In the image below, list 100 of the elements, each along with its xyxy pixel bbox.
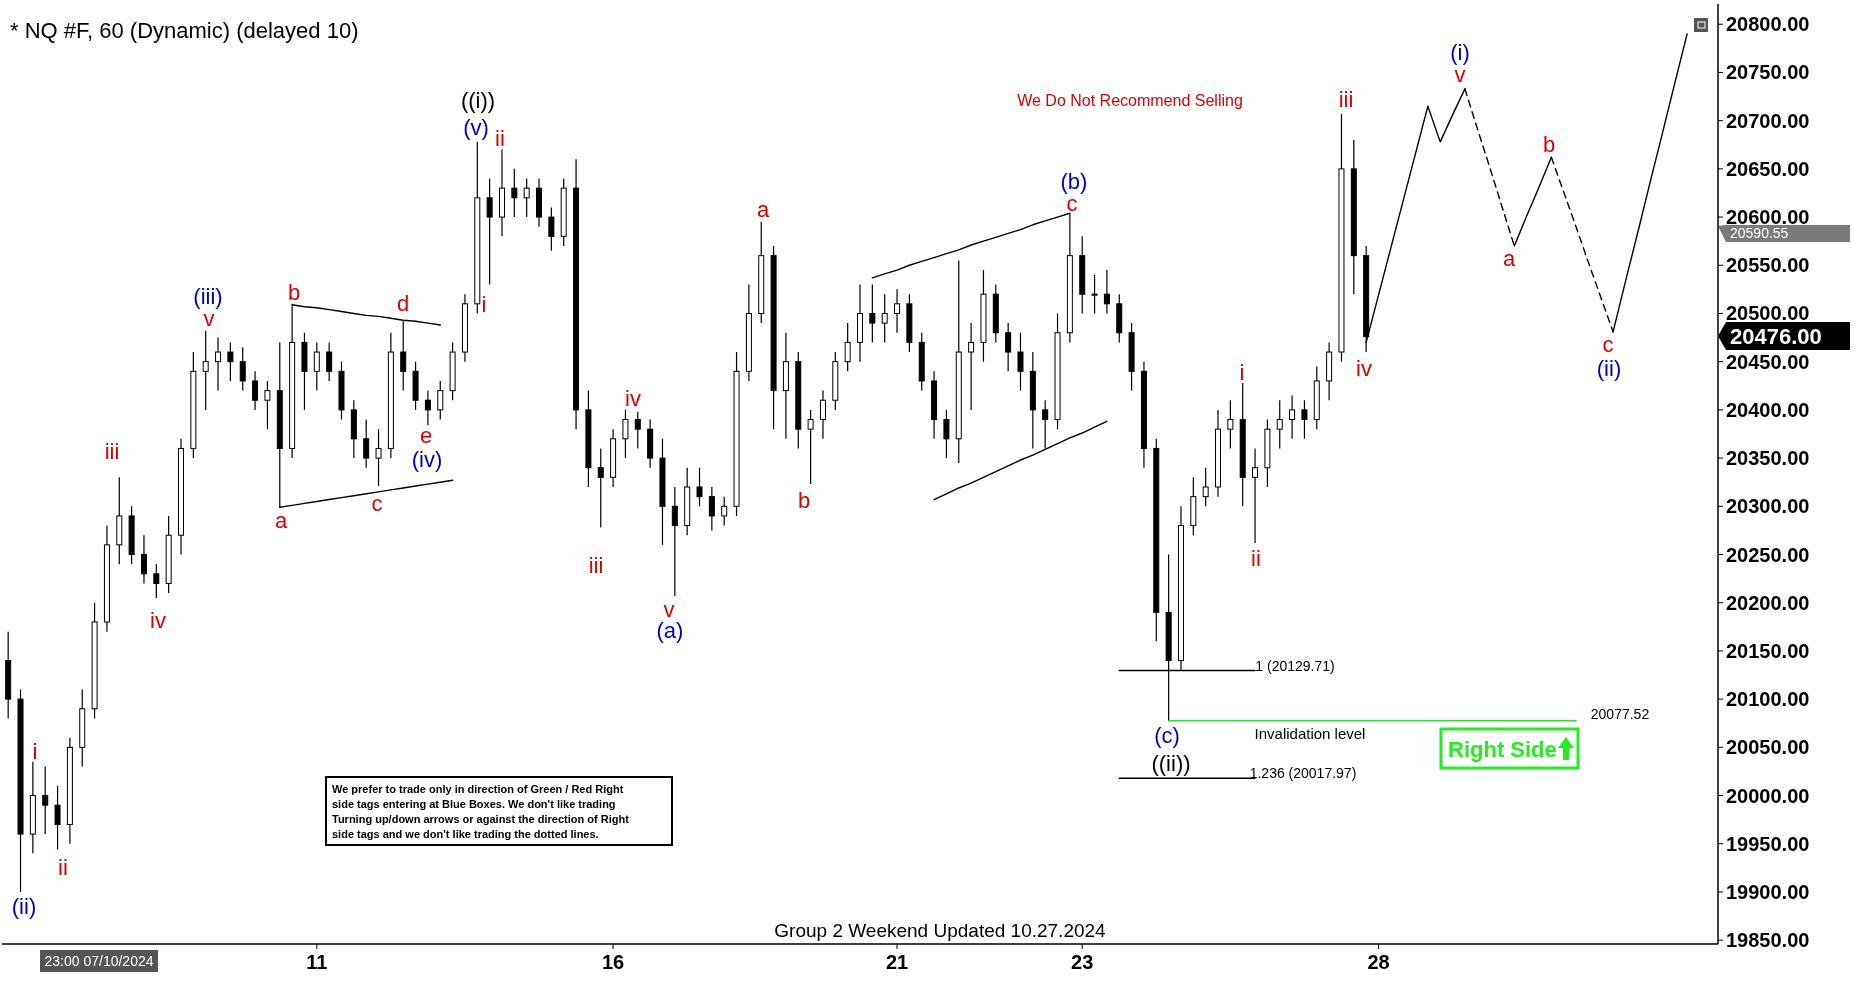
x-tick-label: 23: [1071, 951, 1094, 973]
note-box: We prefer to trade only in direction of Green / Red Right side tags entering at Blue Boxes. We don't like trading Turning up/down arrows or against the direction of Right side tags and we don't like trading the dotted lines.: [325, 776, 673, 846]
candlestick: [943, 409, 950, 459]
candlestick: [153, 563, 160, 599]
y-tick-label: 20200.00: [1726, 591, 1810, 614]
annotation: d: [396, 290, 410, 316]
candlestick: [264, 380, 271, 430]
candlestick: [313, 341, 320, 392]
candlestick: [671, 486, 678, 597]
y-tick-label: 20550.00: [1726, 254, 1810, 277]
y-tick-label: 20400.00: [1726, 398, 1810, 421]
candlestick: [622, 409, 629, 459]
annotation: ((ii)): [1151, 750, 1191, 776]
candlestick: [708, 486, 715, 531]
candlestick: [326, 341, 333, 382]
y-tick-label: 20100.00: [1726, 688, 1810, 711]
annotation: (v): [463, 114, 489, 140]
annotation: iv: [625, 385, 641, 411]
annotation: 1.236 (20017.97): [1249, 764, 1357, 781]
candlestick: [548, 206, 555, 252]
candlestick: [239, 346, 246, 392]
annotation: c: [371, 490, 383, 516]
candlestick: [1091, 274, 1098, 315]
candlestick: [1252, 447, 1259, 544]
y-tick-label: 20800.00: [1726, 13, 1810, 36]
x-tick-label: 21: [885, 951, 909, 973]
annotation: (ii): [11, 893, 37, 919]
x-tick-label: 11: [306, 951, 328, 973]
candlestick: [1227, 399, 1234, 450]
annotation: iv: [150, 607, 166, 633]
annotation: (iv): [411, 446, 443, 472]
y-tick-label: 19850.00: [1726, 929, 1810, 952]
candlestick: [1301, 399, 1308, 440]
y-tick-label: 20300.00: [1726, 495, 1810, 518]
annotation: b: [1542, 131, 1556, 157]
candlestick: [227, 341, 234, 382]
y-tick-label: 20500.00: [1726, 302, 1810, 325]
candlestick: [140, 534, 147, 585]
y-tick-label: 20150.00: [1726, 639, 1810, 662]
annotation: 1 (20129.71): [1255, 657, 1335, 674]
annotation: Right Side: [1448, 737, 1557, 762]
annotation: ii: [495, 125, 505, 151]
candlestick: [696, 467, 703, 507]
annotation: We prefer to trade only in direction of Green / Red Right side tags entering at Blue Boxes. We don't like trading Turning up/down arrows or against the direction of Right side tags and we don't like trading the dotted lines.: [332, 783, 630, 840]
candlestick: [523, 177, 530, 218]
annotation: i: [481, 291, 487, 317]
candlestick: [1202, 467, 1209, 507]
annotation: We Do Not Recommend Selling: [1017, 92, 1243, 109]
annotation: iv: [1356, 355, 1372, 381]
candlestick: [807, 409, 814, 485]
y-tick-label: 20700.00: [1726, 109, 1810, 132]
candlestick: [819, 390, 826, 440]
y-tick-label: 20650.00: [1726, 157, 1810, 180]
annotation: a: [756, 196, 770, 222]
annotation: a: [1502, 245, 1516, 271]
annotation: i: [32, 738, 38, 764]
candlestick: [1289, 394, 1296, 440]
y-tick-label: 20050.00: [1726, 736, 1810, 759]
candlestick: [881, 293, 888, 343]
candlestick: [634, 411, 641, 450]
annotation: iii: [1338, 86, 1354, 112]
candlestick: [869, 283, 876, 343]
annotation: e: [419, 422, 433, 448]
candlestick: [424, 390, 431, 426]
annotation: ii: [58, 854, 68, 880]
annotation: b: [797, 487, 811, 513]
price-tag: 20590.55: [1718, 225, 1850, 242]
annotation: iii: [104, 438, 120, 464]
y-tick-label: 20750.00: [1726, 61, 1810, 84]
x-tick-label: 28: [1367, 951, 1390, 973]
annotation: ((i)): [460, 87, 496, 113]
annotation: a: [274, 507, 288, 533]
annotation: c: [1602, 331, 1614, 357]
y-tick-label: 20000.00: [1726, 784, 1810, 807]
y-tick-label: 19950.00: [1726, 832, 1810, 855]
y-tick-label: 19900.00: [1726, 880, 1810, 903]
x-tick-label: 16: [601, 951, 625, 973]
annotation: (c): [1154, 722, 1180, 748]
candlestick: [1276, 399, 1283, 450]
candlestick: [721, 496, 728, 527]
annotation: Invalidation level: [1254, 725, 1366, 743]
candlestick: [42, 766, 49, 835]
y-tick-label: 20250.00: [1726, 543, 1810, 566]
annotation: ii: [1251, 545, 1261, 571]
candlestick: [215, 336, 222, 392]
candlestick: [437, 380, 444, 421]
annotation: 20077.52: [1590, 705, 1650, 722]
text: * NQ #F, 60 (Dynamic) (delayed 10): [10, 18, 359, 43]
annotation: Group 2 Weekend Updated 10.27.2024: [774, 920, 1107, 941]
annotation: b: [287, 279, 301, 305]
candlestick: [1017, 332, 1024, 392]
candlestick: [1005, 322, 1012, 372]
candlestick: [486, 177, 493, 286]
y-tick-label: 20350.00: [1726, 447, 1810, 470]
annotation: iii: [588, 552, 604, 578]
candlestick: [597, 447, 604, 529]
y-tick-label: 20450.00: [1726, 350, 1810, 373]
candlestick: [894, 288, 901, 334]
price-tag: 20476.00: [1718, 322, 1850, 350]
candlestick: [202, 330, 209, 411]
